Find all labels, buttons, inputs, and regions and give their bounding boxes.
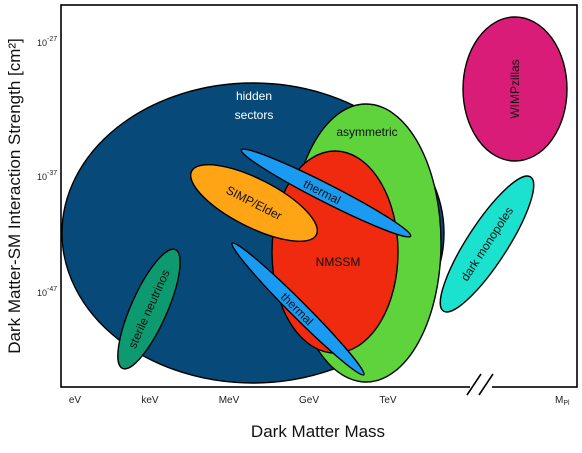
region-thermal-upper: [240, 148, 412, 238]
x-tick-mev: MeV: [219, 395, 240, 406]
region-hidden-sectors-label-1: hidden: [236, 89, 272, 103]
y-axis-title: Dark Matter-SM Interaction Strength [cm²…: [5, 38, 24, 354]
x-axis-title: Dark Matter Mass: [251, 422, 385, 441]
region-simp-elder: [189, 163, 319, 243]
y-tick-1e-37: 10-37: [37, 170, 57, 182]
x-tick-planck-mass: MPl: [555, 395, 570, 407]
axis-break-mark-left: [466, 373, 482, 396]
x-tick-kev: keV: [141, 395, 159, 406]
x-tick-gev: GeV: [299, 395, 319, 406]
region-sterile-neutrinos: [117, 248, 181, 370]
region-hidden-sectors-label-2: sectors: [235, 108, 274, 122]
x-tick-tev: TeV: [379, 395, 397, 406]
axis-break-mark-right: [478, 373, 494, 396]
y-tick-1e-47: 10-47: [37, 286, 57, 298]
region-nmssm-label: NMSSM: [316, 255, 361, 269]
region-wimpzillas-label: WIMPzillas: [508, 59, 522, 118]
x-tick-ev: eV: [69, 395, 82, 406]
region-thermal-lower: [231, 242, 365, 376]
y-tick-1e-27: 10-27: [37, 36, 57, 48]
region-wimpzillas: [462, 16, 568, 162]
region-asymmetric-label: asymmetric: [336, 125, 397, 139]
region-dark-monopoles: [439, 175, 535, 313]
